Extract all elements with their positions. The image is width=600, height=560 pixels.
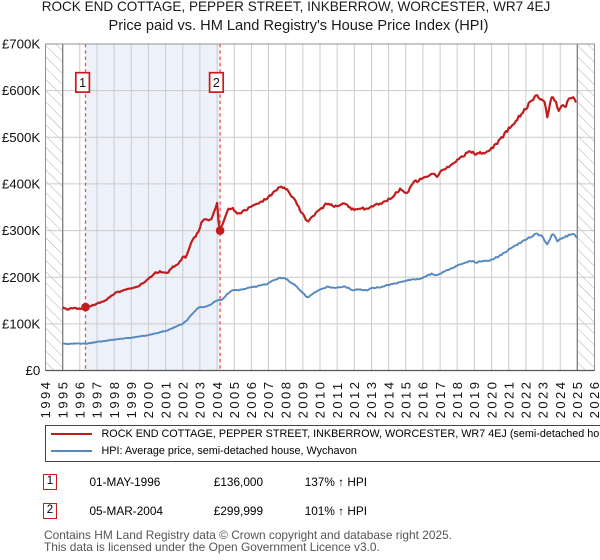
svg-text:£300K: £300K [2, 223, 41, 238]
svg-text:£600K: £600K [2, 83, 41, 98]
svg-text:1994: 1994 [38, 379, 53, 418]
svg-text:2010: 2010 [313, 379, 328, 418]
svg-text:1999: 1999 [124, 379, 139, 418]
svg-text:2016: 2016 [416, 379, 431, 418]
svg-text:1996: 1996 [73, 379, 88, 418]
svg-text:2006: 2006 [244, 379, 259, 418]
svg-text:2009: 2009 [296, 379, 311, 418]
svg-text:2000: 2000 [141, 379, 156, 418]
svg-text:2022: 2022 [519, 379, 534, 418]
svg-text:1998: 1998 [107, 379, 122, 418]
svg-text:2003: 2003 [193, 379, 208, 418]
svg-text:£200K: £200K [2, 270, 41, 285]
svg-text:2017: 2017 [433, 379, 448, 418]
svg-text:2001: 2001 [158, 379, 173, 418]
svg-text:2011: 2011 [330, 380, 345, 418]
svg-text:2023: 2023 [536, 379, 551, 418]
svg-text:2014: 2014 [381, 379, 396, 418]
svg-text:1995: 1995 [55, 379, 70, 418]
svg-text:2012: 2012 [347, 379, 362, 418]
svg-text:1997: 1997 [90, 379, 105, 418]
svg-text:£700K: £700K [2, 37, 41, 52]
svg-text:2005: 2005 [227, 379, 242, 418]
svg-text:2002: 2002 [175, 379, 190, 418]
svg-text:£0: £0 [26, 363, 41, 378]
svg-text:2021: 2021 [501, 379, 516, 418]
svg-text:2019: 2019 [467, 379, 482, 418]
svg-text:2008: 2008 [278, 379, 293, 418]
svg-text:2007: 2007 [261, 379, 276, 418]
svg-text:1: 1 [79, 76, 86, 90]
svg-text:2: 2 [213, 76, 220, 90]
svg-text:2026: 2026 [587, 379, 600, 418]
svg-text:£100K: £100K [2, 317, 41, 332]
svg-text:2018: 2018 [450, 379, 465, 418]
svg-text:2025: 2025 [570, 379, 585, 418]
svg-text:2004: 2004 [210, 379, 225, 418]
svg-text:2015: 2015 [399, 379, 414, 418]
svg-text:£400K: £400K [2, 177, 41, 192]
svg-text:2020: 2020 [484, 379, 499, 418]
svg-text:£500K: £500K [2, 130, 41, 145]
svg-text:2013: 2013 [364, 379, 379, 418]
svg-text:2024: 2024 [553, 379, 568, 418]
